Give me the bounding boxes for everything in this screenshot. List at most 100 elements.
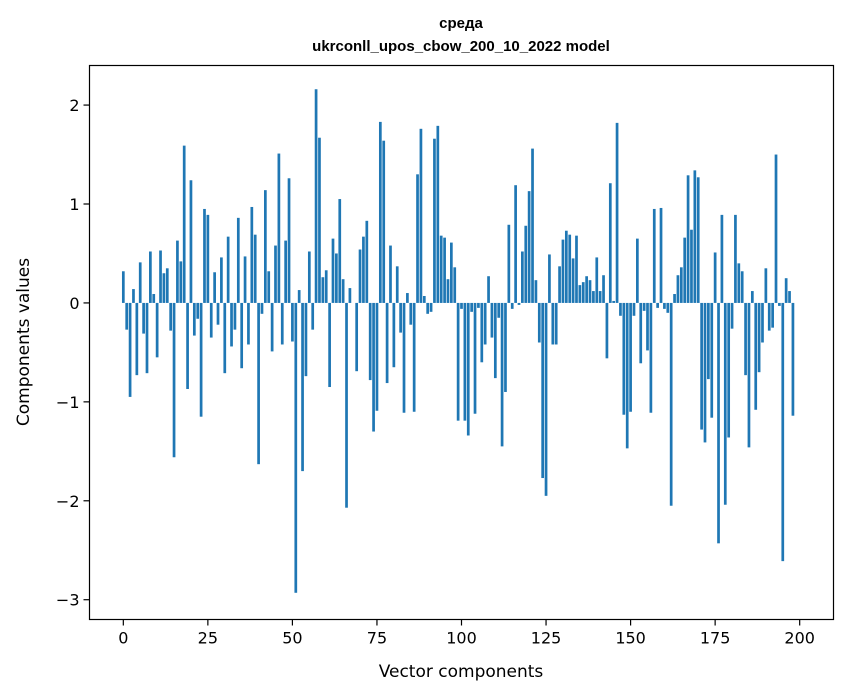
bar-96 (446, 279, 450, 303)
bar-18 (182, 145, 186, 303)
bar-157 (652, 208, 656, 303)
bar-65 (341, 279, 345, 303)
y-axis-ticks: −3 −2 −1 0 1 2 (56, 96, 90, 610)
bar-44 (270, 302, 274, 352)
bar-173 (707, 302, 710, 380)
plot-frame (88, 64, 835, 621)
bar-174 (710, 302, 714, 418)
bar-144 (608, 183, 612, 303)
bar-103 (470, 302, 473, 312)
bar-8 (149, 251, 152, 303)
bar-28 (216, 302, 220, 325)
bar-105 (477, 302, 480, 308)
y-tick-label: 1 (69, 195, 79, 214)
bar-180 (730, 302, 734, 329)
bar-39 (253, 234, 257, 303)
bar-134 (575, 235, 578, 303)
bar-42 (264, 190, 267, 303)
bar-5 (138, 262, 142, 303)
bar-15 (172, 302, 176, 458)
bar-1 (125, 302, 129, 330)
bar-192 (771, 302, 774, 328)
bar-87 (416, 174, 419, 303)
bar-155 (646, 302, 649, 351)
bar-131 (564, 230, 568, 303)
bar-116 (514, 185, 517, 303)
bar-161 (666, 302, 670, 313)
x-tick-label: 50 (282, 629, 302, 648)
y-tick-label: −2 (56, 492, 80, 511)
bar-186 (750, 291, 754, 303)
x-tick-label: 175 (700, 629, 731, 648)
bar-104 (473, 302, 477, 414)
bar-143 (605, 302, 609, 359)
bar-121 (531, 148, 534, 303)
bar-91 (429, 302, 433, 312)
bar-30 (223, 302, 227, 374)
bar-177 (720, 214, 724, 303)
bar-81 (395, 266, 399, 303)
bar-7 (145, 302, 149, 374)
bar-51 (294, 302, 298, 593)
chart-subtitle: ukrconll_upos_cbow_200_10_2022 model (312, 38, 610, 55)
bar-122 (534, 280, 538, 303)
y-axis-label: Components values (14, 258, 34, 426)
bar-35 (240, 302, 244, 369)
x-tick-label: 25 (198, 629, 218, 648)
bar-195 (781, 302, 785, 562)
bar-58 (318, 137, 321, 303)
bar-149 (625, 302, 629, 449)
bar-176 (717, 302, 720, 544)
bar-168 (690, 229, 693, 303)
bar-82 (399, 302, 402, 333)
bar-130 (561, 239, 565, 303)
x-tick-label: 75 (367, 629, 387, 648)
bar-140 (595, 257, 599, 303)
bar-54 (304, 302, 308, 377)
bar-85 (409, 302, 413, 325)
bar-102 (466, 302, 470, 436)
bar-90 (426, 302, 430, 314)
bar-117 (517, 302, 521, 305)
bar-107 (483, 302, 487, 345)
bar-106 (480, 302, 484, 363)
bar-163 (673, 294, 676, 303)
bar-114 (507, 224, 511, 303)
bar-146 (615, 122, 619, 303)
bar-127 (551, 302, 555, 345)
bar-56 (311, 302, 315, 330)
bar-62 (331, 238, 335, 303)
bar-175 (713, 252, 717, 303)
bar-110 (493, 302, 497, 379)
bar-153 (639, 302, 643, 364)
bar-184 (744, 302, 747, 376)
bar-166 (683, 237, 687, 303)
bar-11 (159, 250, 162, 303)
bar-3 (132, 289, 135, 303)
x-tick-label: 150 (615, 629, 646, 648)
bar-188 (757, 302, 761, 373)
bar-126 (548, 254, 551, 303)
bar-169 (693, 170, 697, 303)
bar-197 (788, 291, 791, 303)
bar-108 (487, 276, 490, 303)
bar-72 (365, 220, 369, 303)
bar-170 (696, 177, 700, 303)
bar-183 (740, 271, 744, 303)
bar-19 (186, 302, 189, 389)
bar-23 (199, 302, 203, 417)
bar-167 (686, 175, 690, 303)
y-tick-label: 0 (69, 294, 79, 313)
bar-48 (284, 240, 287, 303)
bar-0 (121, 271, 125, 303)
bar-41 (260, 302, 264, 314)
bar-152 (636, 238, 639, 303)
bar-120 (527, 191, 531, 303)
bar-129 (558, 266, 561, 303)
bar-83 (402, 302, 406, 413)
bar-34 (236, 217, 240, 303)
bars-group (121, 89, 795, 593)
bar-113 (504, 302, 507, 392)
bar-179 (727, 302, 731, 438)
bar-94 (439, 235, 443, 303)
